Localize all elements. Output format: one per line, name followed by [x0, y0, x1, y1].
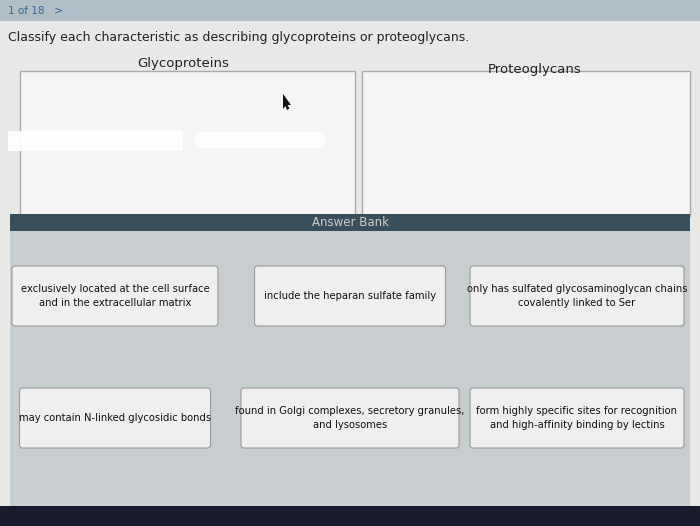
FancyBboxPatch shape — [12, 266, 218, 326]
Text: found in Golgi complexes, secretory granules,
and lysosomes: found in Golgi complexes, secretory gran… — [235, 407, 465, 430]
FancyBboxPatch shape — [10, 214, 690, 231]
Text: Proteoglycans: Proteoglycans — [488, 63, 582, 76]
FancyBboxPatch shape — [10, 231, 690, 506]
Text: 1 of 18   >: 1 of 18 > — [8, 6, 63, 16]
FancyBboxPatch shape — [0, 0, 700, 508]
Text: Glycoproteins: Glycoproteins — [137, 57, 229, 70]
FancyBboxPatch shape — [20, 71, 355, 216]
FancyBboxPatch shape — [8, 131, 183, 151]
FancyBboxPatch shape — [0, 506, 700, 526]
FancyBboxPatch shape — [195, 132, 325, 148]
Text: Classify each characteristic as describing glycoproteins or proteoglycans.: Classify each characteristic as describi… — [8, 32, 469, 45]
Polygon shape — [283, 94, 291, 110]
FancyBboxPatch shape — [255, 266, 445, 326]
Text: only has sulfated glycosaminoglycan chains
covalently linked to Ser: only has sulfated glycosaminoglycan chai… — [467, 285, 687, 308]
FancyBboxPatch shape — [0, 0, 700, 21]
Text: exclusively located at the cell surface
and in the extracellular matrix: exclusively located at the cell surface … — [20, 285, 209, 308]
FancyBboxPatch shape — [241, 388, 459, 448]
Text: include the heparan sulfate family: include the heparan sulfate family — [264, 291, 436, 301]
Text: Answer Bank: Answer Bank — [312, 216, 388, 229]
Text: form highly specific sites for recognition
and high-affinity binding by lectins: form highly specific sites for recogniti… — [477, 407, 678, 430]
FancyBboxPatch shape — [362, 71, 690, 216]
FancyBboxPatch shape — [20, 388, 211, 448]
FancyBboxPatch shape — [470, 266, 684, 326]
FancyBboxPatch shape — [470, 388, 684, 448]
Text: may contain N-linked glycosidic bonds: may contain N-linked glycosidic bonds — [19, 413, 211, 423]
